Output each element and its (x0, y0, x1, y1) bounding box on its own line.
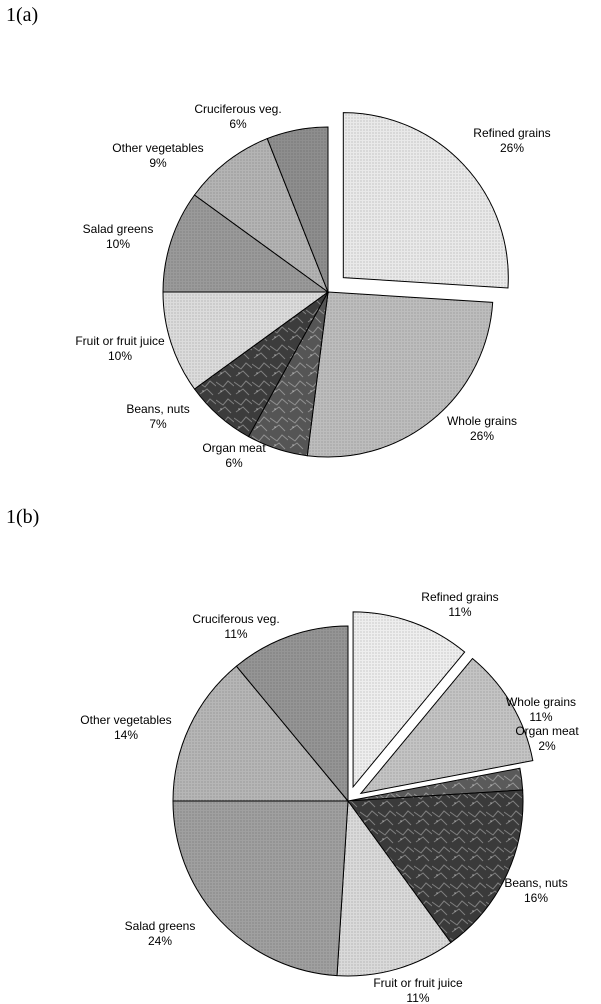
slice-label-organ-meat: Organ meat 6% (202, 441, 266, 470)
pie-slice-cruciferous-veg (266, 126, 329, 293)
pie-slice-salad-greens (172, 800, 349, 977)
pie-slice-cruciferous-veg (235, 625, 349, 803)
pie-slice-refined-grains (342, 112, 509, 289)
pie-slice-fruit-or-fruit-juice (162, 291, 330, 390)
slice-label-refined-grains: Refined grains 26% (473, 126, 550, 155)
slice-label-other-vegetables: Other vegetables 9% (112, 141, 203, 170)
slice-label-salad-greens: Salad greens 24% (125, 919, 196, 948)
slice-label-fruit-or-fruit-juice: Fruit or fruit juice 10% (75, 334, 165, 363)
slice-label-organ-meat: Organ meat 2% (515, 724, 579, 753)
pie-slice-refined-grains (352, 611, 466, 789)
slice-label-salad-greens: Salad greens 10% (83, 222, 154, 251)
slice-label-refined-grains: Refined grains 11% (421, 590, 498, 619)
pie-slice-beans-nuts (347, 789, 524, 944)
slice-label-other-vegetables: Other vegetables 14% (80, 713, 171, 742)
pie-slice-salad-greens (162, 194, 330, 293)
pie-chart-b: Refined grains 11% Whole grains 11%Organ me… (80, 590, 579, 1004)
pie-slice-fruit-or-fruit-juice (336, 799, 452, 977)
pie-slice-whole-grains (306, 291, 494, 458)
pie-slice-organ-meat (247, 291, 329, 457)
panel-label-a: 1(a) (6, 4, 39, 26)
pie-slice-other-vegetables (172, 665, 350, 802)
slice-label-beans-nuts: Beans, nuts 7% (126, 402, 189, 431)
pie-slice-other-vegetables (193, 137, 330, 294)
slice-label-fruit-or-fruit-juice: Fruit or fruit juice 11% (373, 976, 463, 1004)
slice-label-cruciferous-veg: Cruciferous veg. 11% (192, 612, 279, 641)
slice-label-cruciferous-veg: Cruciferous veg. 6% (194, 102, 281, 131)
slice-label-whole-grains: Whole grains 11% (506, 695, 576, 724)
pie-slice-whole-grains (359, 657, 534, 795)
pie-chart-a: Refined grains 26% Whole grains 26% Organ me… (75, 102, 550, 470)
panel-label-b: 1(b) (6, 506, 40, 528)
slice-label-beans-nuts: Beans, nuts 16% (504, 876, 567, 905)
slice-label-whole-grains: Whole grains 26% (447, 414, 517, 443)
